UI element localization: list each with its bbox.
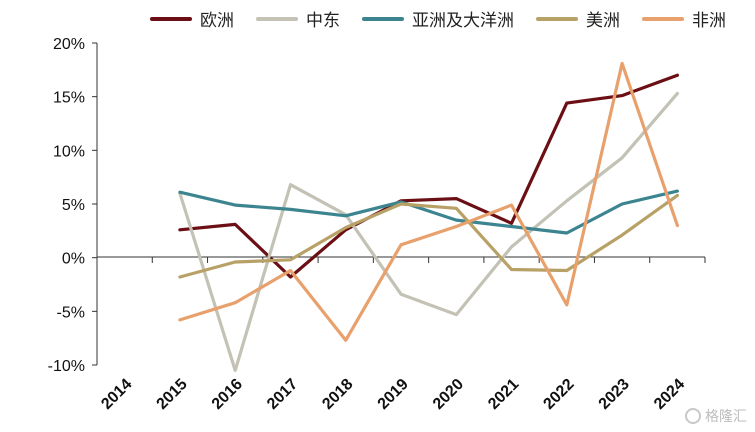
legend-label: 欧洲	[200, 11, 234, 31]
legend-label: 亚洲及大洋洲	[412, 11, 514, 31]
y-tick-label: 15%	[53, 90, 85, 107]
legend-swatch	[362, 16, 404, 21]
x-tick-label: 2022	[540, 376, 577, 413]
x-tick-label: 2018	[319, 376, 356, 413]
series-line-中东	[178, 91, 680, 372]
y-tick-label: 10%	[53, 143, 85, 160]
y-tick-label: 20%	[53, 36, 85, 53]
x-tick-label: 2019	[375, 376, 412, 413]
chart-tick-labels: -10% -5% 0% 5% 10% 15% 20% 2014 2015 2016 2017 2018…	[48, 36, 689, 413]
legend-label: 中东	[306, 11, 340, 31]
y-tick-label: -5%	[57, 304, 85, 321]
series-line-欧洲	[178, 73, 680, 279]
x-tick-label: 2017	[264, 376, 301, 413]
x-tick-label: 2023	[596, 376, 633, 413]
chart-legend: 欧洲 中东 亚洲及大洋洲 美洲 非洲	[150, 6, 726, 31]
watermark: 格隆汇	[685, 406, 747, 426]
x-tick-label: 2015	[154, 376, 191, 413]
series-line-非洲	[178, 61, 680, 342]
chart-series	[178, 61, 680, 372]
legend-item: 欧洲	[150, 6, 234, 31]
legend-item: 美洲	[536, 6, 620, 31]
x-tick-label: 2014	[98, 376, 135, 413]
watermark-text: 格隆汇	[705, 409, 747, 425]
legend-item: 中东	[256, 6, 340, 31]
y-tick-label: -10%	[48, 358, 85, 375]
x-tick-label: 2021	[485, 376, 522, 413]
legend-swatch	[536, 16, 578, 21]
legend-label: 非洲	[692, 11, 726, 31]
y-tick-label: 5%	[62, 197, 85, 214]
x-tick-label: 2024	[651, 376, 688, 413]
y-tick-label: 0%	[62, 251, 85, 268]
legend-item: 亚洲及大洋洲	[362, 6, 514, 31]
legend-swatch	[150, 16, 192, 21]
series-line-亚洲及大洋洲	[178, 189, 680, 235]
gelonghui-logo-icon	[685, 408, 701, 424]
x-tick-label: 2020	[430, 376, 467, 413]
series-line-美洲	[178, 193, 680, 279]
legend-label: 美洲	[586, 11, 620, 31]
legend-swatch	[642, 16, 684, 21]
legend-item: 非洲	[642, 6, 726, 31]
legend-swatch	[256, 16, 298, 21]
x-tick-label: 2016	[209, 376, 246, 413]
